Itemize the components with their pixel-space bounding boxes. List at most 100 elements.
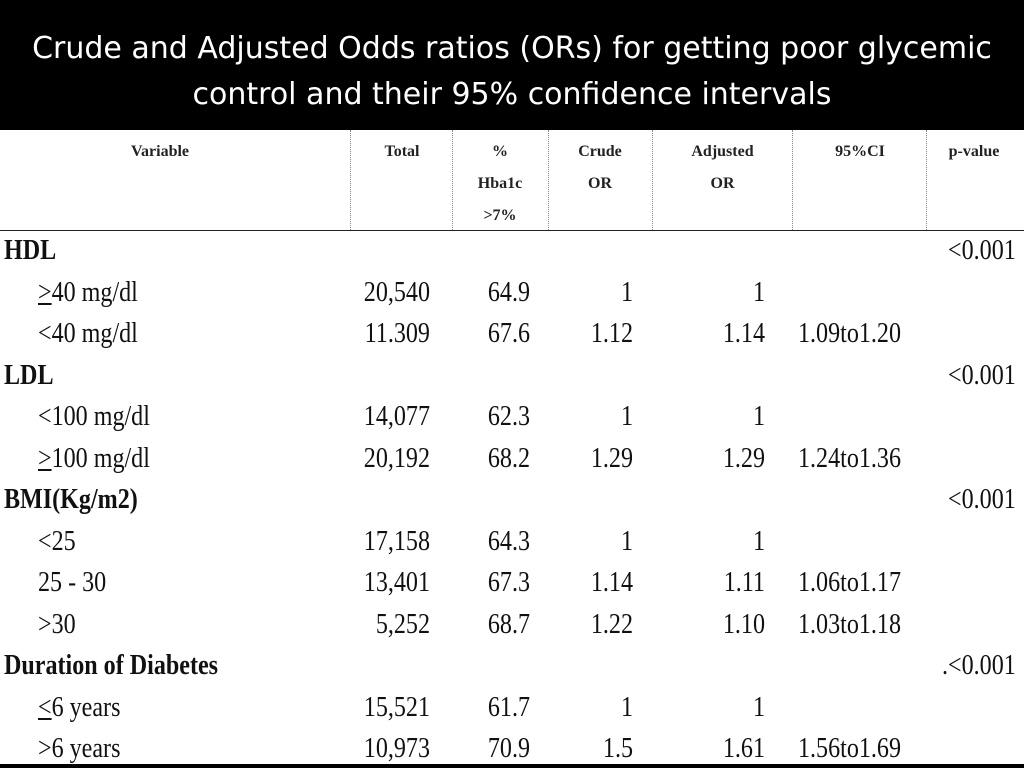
header-crude-line2: OR [588,175,612,192]
header-95ci: 95%CI [835,143,885,160]
row-label: 25 - 30 [38,562,106,604]
crude-or-cell: 1.5 [602,733,633,764]
table-row: <100 mg/dl 14,077 62.3 1 1 [0,396,1024,438]
header-pct: % Hba1c >7% [455,136,545,232]
section-label: HDL [4,235,57,266]
table-panel: Variable Total % Hba1c >7% Crude OR Adju… [0,130,1024,764]
p-value-cell: <0.001 [948,484,1016,515]
section-row: HDL <0.001 [0,230,1024,272]
ci-cell: 1.56to1.69 [798,733,902,764]
crude-or-cell: 1.12 [590,318,633,349]
table-header: Variable Total % Hba1c >7% Crude OR Adju… [0,130,1024,231]
row-label-text: 40 mg/dl [51,276,138,308]
row-label-text: >30 [38,608,76,640]
header-variable: Variable [130,143,190,160]
section-label: LDL [4,359,54,391]
total-cell: 17,158 [363,525,430,557]
header-total: Total [384,143,420,160]
table-row: <25 17,158 64.3 1 1 [0,521,1024,563]
table-row: 25 - 30 13,401 67.3 1.14 1.11 1.06to1.17 [0,562,1024,604]
row-label-text: >6 years [38,733,121,764]
crude-or-cell: 1 [620,401,633,432]
header-pct-line1: % [492,143,508,160]
total-cell: 20,192 [363,442,430,474]
adjusted-or-cell: 1.61 [722,733,765,764]
crude-or-cell: 1 [620,525,633,557]
row-label: <40 mg/dl [38,313,138,355]
column-divider [926,130,927,230]
table-row: >30 5,252 68.7 1.22 1.10 1.03to1.18 [0,604,1024,646]
row-label: >30 [38,604,76,646]
total-cell: 13,401 [363,567,430,598]
adjusted-or-cell: 1 [752,691,765,723]
pct-cell: 62.3 [487,401,530,432]
header-pct-line3: >7% [483,207,517,224]
adjusted-or-cell: 1.10 [722,608,765,640]
adjusted-or-cell: 1.14 [722,318,765,349]
column-divider [350,130,351,230]
header-adjusted-line1: Adjusted [691,143,754,160]
section-label: Duration of Diabetes [4,650,219,681]
ci-cell: 1.24to1.36 [798,442,902,474]
row-label: >100 mg/dl [38,438,150,480]
pct-cell: 61.7 [487,691,530,723]
table-row: >100 mg/dl 20,192 68.2 1.29 1.29 1.24to1.36 [0,438,1024,480]
row-label-text: 6 years [51,691,121,723]
pct-cell: 70.9 [487,733,530,764]
ci-cell: 1.09to1.20 [798,318,902,349]
adjusted-or-cell: 1 [752,276,765,308]
header-crude-or: Crude OR [550,136,650,200]
adjusted-or-cell: 1 [752,525,765,557]
row-label-text: 100 mg/dl [51,442,150,474]
total-cell: 20,540 [363,276,430,308]
pct-cell: 67.6 [487,318,530,349]
section-label: BMI(Kg/m2) [4,484,138,515]
adjusted-or-cell: 1 [752,401,765,432]
total-cell: 11.309 [364,318,430,349]
comparison-symbol: < [38,691,52,723]
slide-title: Crude and Adjusted Odds ratios (ORs) for… [0,0,1024,130]
row-label: >40 mg/dl [38,272,138,314]
table-row: >40 mg/dl 20,540 64.9 1 1 [0,272,1024,314]
pct-cell: 64.3 [487,525,530,557]
table-body: HDL <0.001 >40 mg/dl 20,540 64.9 1 1 <40 mg/dl 1… [0,230,1024,764]
column-divider [652,130,653,230]
header-pct-line2: Hba1c [477,175,523,192]
p-value-cell: <0.001 [948,359,1016,391]
ci-cell: 1.03to1.18 [798,608,902,640]
total-cell: 15,521 [363,691,430,723]
column-divider [792,130,793,230]
crude-or-cell: 1.29 [590,442,633,474]
header-pvalue: p-value [948,143,1000,160]
table-row: <6 years 15,521 61.7 1 1 [0,687,1024,729]
row-label-text: <100 mg/dl [38,401,150,432]
row-label-text: 25 - 30 [38,567,107,598]
pct-cell: 67.3 [487,567,530,598]
total-cell: 14,077 [363,401,430,432]
column-divider [548,130,549,230]
p-value-cell: <0.001 [948,235,1016,266]
column-divider [452,130,453,230]
table-row: <40 mg/dl 11.309 67.6 1.12 1.14 1.09to1.20 [0,313,1024,355]
header-crude-line1: Crude [578,143,622,160]
table-row: >6 years 10,973 70.9 1.5 1.61 1.56to1.69 [0,728,1024,764]
header-adjusted-or: Adjusted OR [655,136,790,200]
header-adjusted-line2: OR [710,175,735,192]
row-label-text: <25 [38,525,76,557]
comparison-symbol: > [38,276,52,308]
ci-cell: 1.06to1.17 [798,567,902,598]
pct-cell: 64.9 [487,276,530,308]
row-label: >6 years [38,728,120,764]
crude-or-cell: 1 [620,276,633,308]
crude-or-cell: 1.22 [590,608,633,640]
total-cell: 5,252 [375,608,430,640]
section-row: LDL <0.001 [0,355,1024,397]
row-label-text: <40 mg/dl [38,318,138,349]
pct-cell: 68.2 [487,442,530,474]
section-row: BMI(Kg/m2) <0.001 [0,479,1024,521]
p-value-cell: .<0.001 [942,650,1016,681]
section-row: Duration of Diabetes .<0.001 [0,645,1024,687]
crude-or-cell: 1 [620,691,633,723]
crude-or-cell: 1.14 [590,567,633,598]
pct-cell: 68.7 [487,608,530,640]
